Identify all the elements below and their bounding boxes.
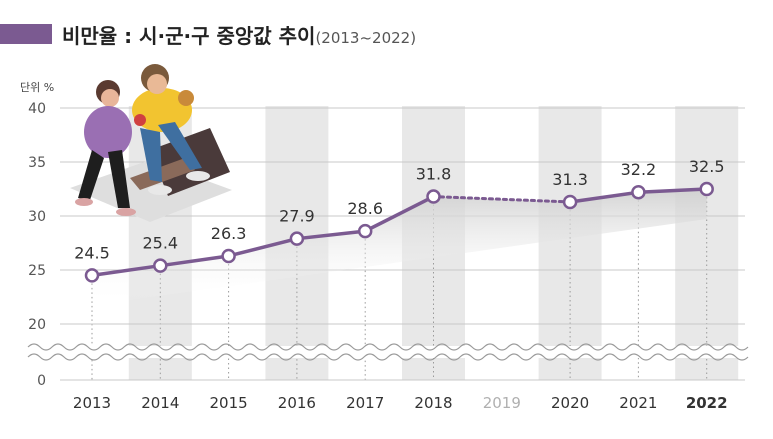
y-tick-label: 25 (28, 263, 46, 279)
x-tick-label-2018: 2018 (414, 394, 452, 412)
data-label-2020: 31.3 (552, 170, 588, 189)
point-2017 (357, 223, 373, 239)
axis-break-wave-bottom (27, 353, 749, 361)
chart-title-suffix: (2013~2022) (315, 29, 416, 47)
line-segment-2013-2014 (90, 263, 163, 278)
data-label-2017: 28.6 (347, 199, 383, 218)
line-segment-2020-2021 (568, 190, 641, 204)
chart-title: 비만율 : 시·군·구 중앙값 추이(2013~2022) (62, 24, 416, 48)
x-tick-label-2014: 2014 (141, 394, 179, 412)
data-label-2021: 32.2 (621, 160, 657, 179)
x-tick-label-2016: 2016 (278, 394, 316, 412)
line-segment-2014-2015 (158, 254, 231, 268)
point-2016 (289, 231, 305, 246)
data-labels: 24.5 25.4 26.3 27.9 28.6 31.8 31.3 32.2 32.5 (74, 157, 724, 262)
x-tick-label-2017: 2017 (346, 394, 384, 412)
data-label-2018: 31.8 (416, 165, 452, 184)
line-segment-2017-2018 (363, 194, 436, 233)
title-bar (0, 24, 52, 44)
x-tick-label-2013: 2013 (73, 394, 111, 412)
x-tick-label-2015: 2015 (210, 394, 248, 412)
data-label-2022: 32.5 (689, 157, 725, 176)
couple-on-bench-illustration (70, 64, 232, 222)
x-tick-label-2021: 2021 (619, 394, 657, 412)
point-2015 (221, 248, 236, 264)
series-line (90, 187, 709, 278)
data-label-2014: 25.4 (142, 234, 178, 253)
y-axis-tick-labels: 0 20 25 30 35 40 (28, 101, 46, 389)
x-tick-label-2019: 2019 (483, 394, 521, 412)
line-segment-2018-2020 (432, 195, 572, 204)
axis-break-wave-top (27, 343, 749, 351)
axis-break (27, 343, 749, 361)
line-shadow-area (92, 189, 707, 306)
data-label-2016: 27.9 (279, 207, 315, 226)
unit-label: 단위 % (20, 81, 54, 94)
data-label-2015: 26.3 (211, 224, 247, 243)
line-segment-2016-2017 (295, 229, 367, 241)
point-2013 (84, 268, 100, 283)
series-points (84, 181, 714, 283)
line-segment-2015-2016 (226, 236, 299, 258)
line-shadow (92, 189, 707, 306)
y-tick-label: 35 (28, 155, 46, 171)
point-2014 (153, 258, 168, 273)
x-axis-tick-labels: 2013 2014 2015 2016 2017 2018 2019 2020 2021 2022 (73, 394, 728, 412)
data-label-2013: 24.5 (74, 243, 110, 262)
point-2022 (699, 181, 714, 197)
point-2020 (562, 194, 578, 210)
y-tick-label: 20 (28, 317, 46, 333)
x-tick-label-2020: 2020 (551, 394, 589, 412)
x-tick-label-2022: 2022 (686, 394, 728, 412)
point-2021 (631, 184, 646, 200)
y-tick-label: 0 (37, 373, 46, 389)
point-2018 (426, 189, 441, 204)
line-segment-2021-2022 (636, 187, 709, 194)
axis-break-gap (28, 346, 747, 358)
y-tick-label: 30 (28, 209, 46, 225)
y-tick-label: 40 (28, 101, 46, 117)
band-2020 (538, 106, 602, 380)
